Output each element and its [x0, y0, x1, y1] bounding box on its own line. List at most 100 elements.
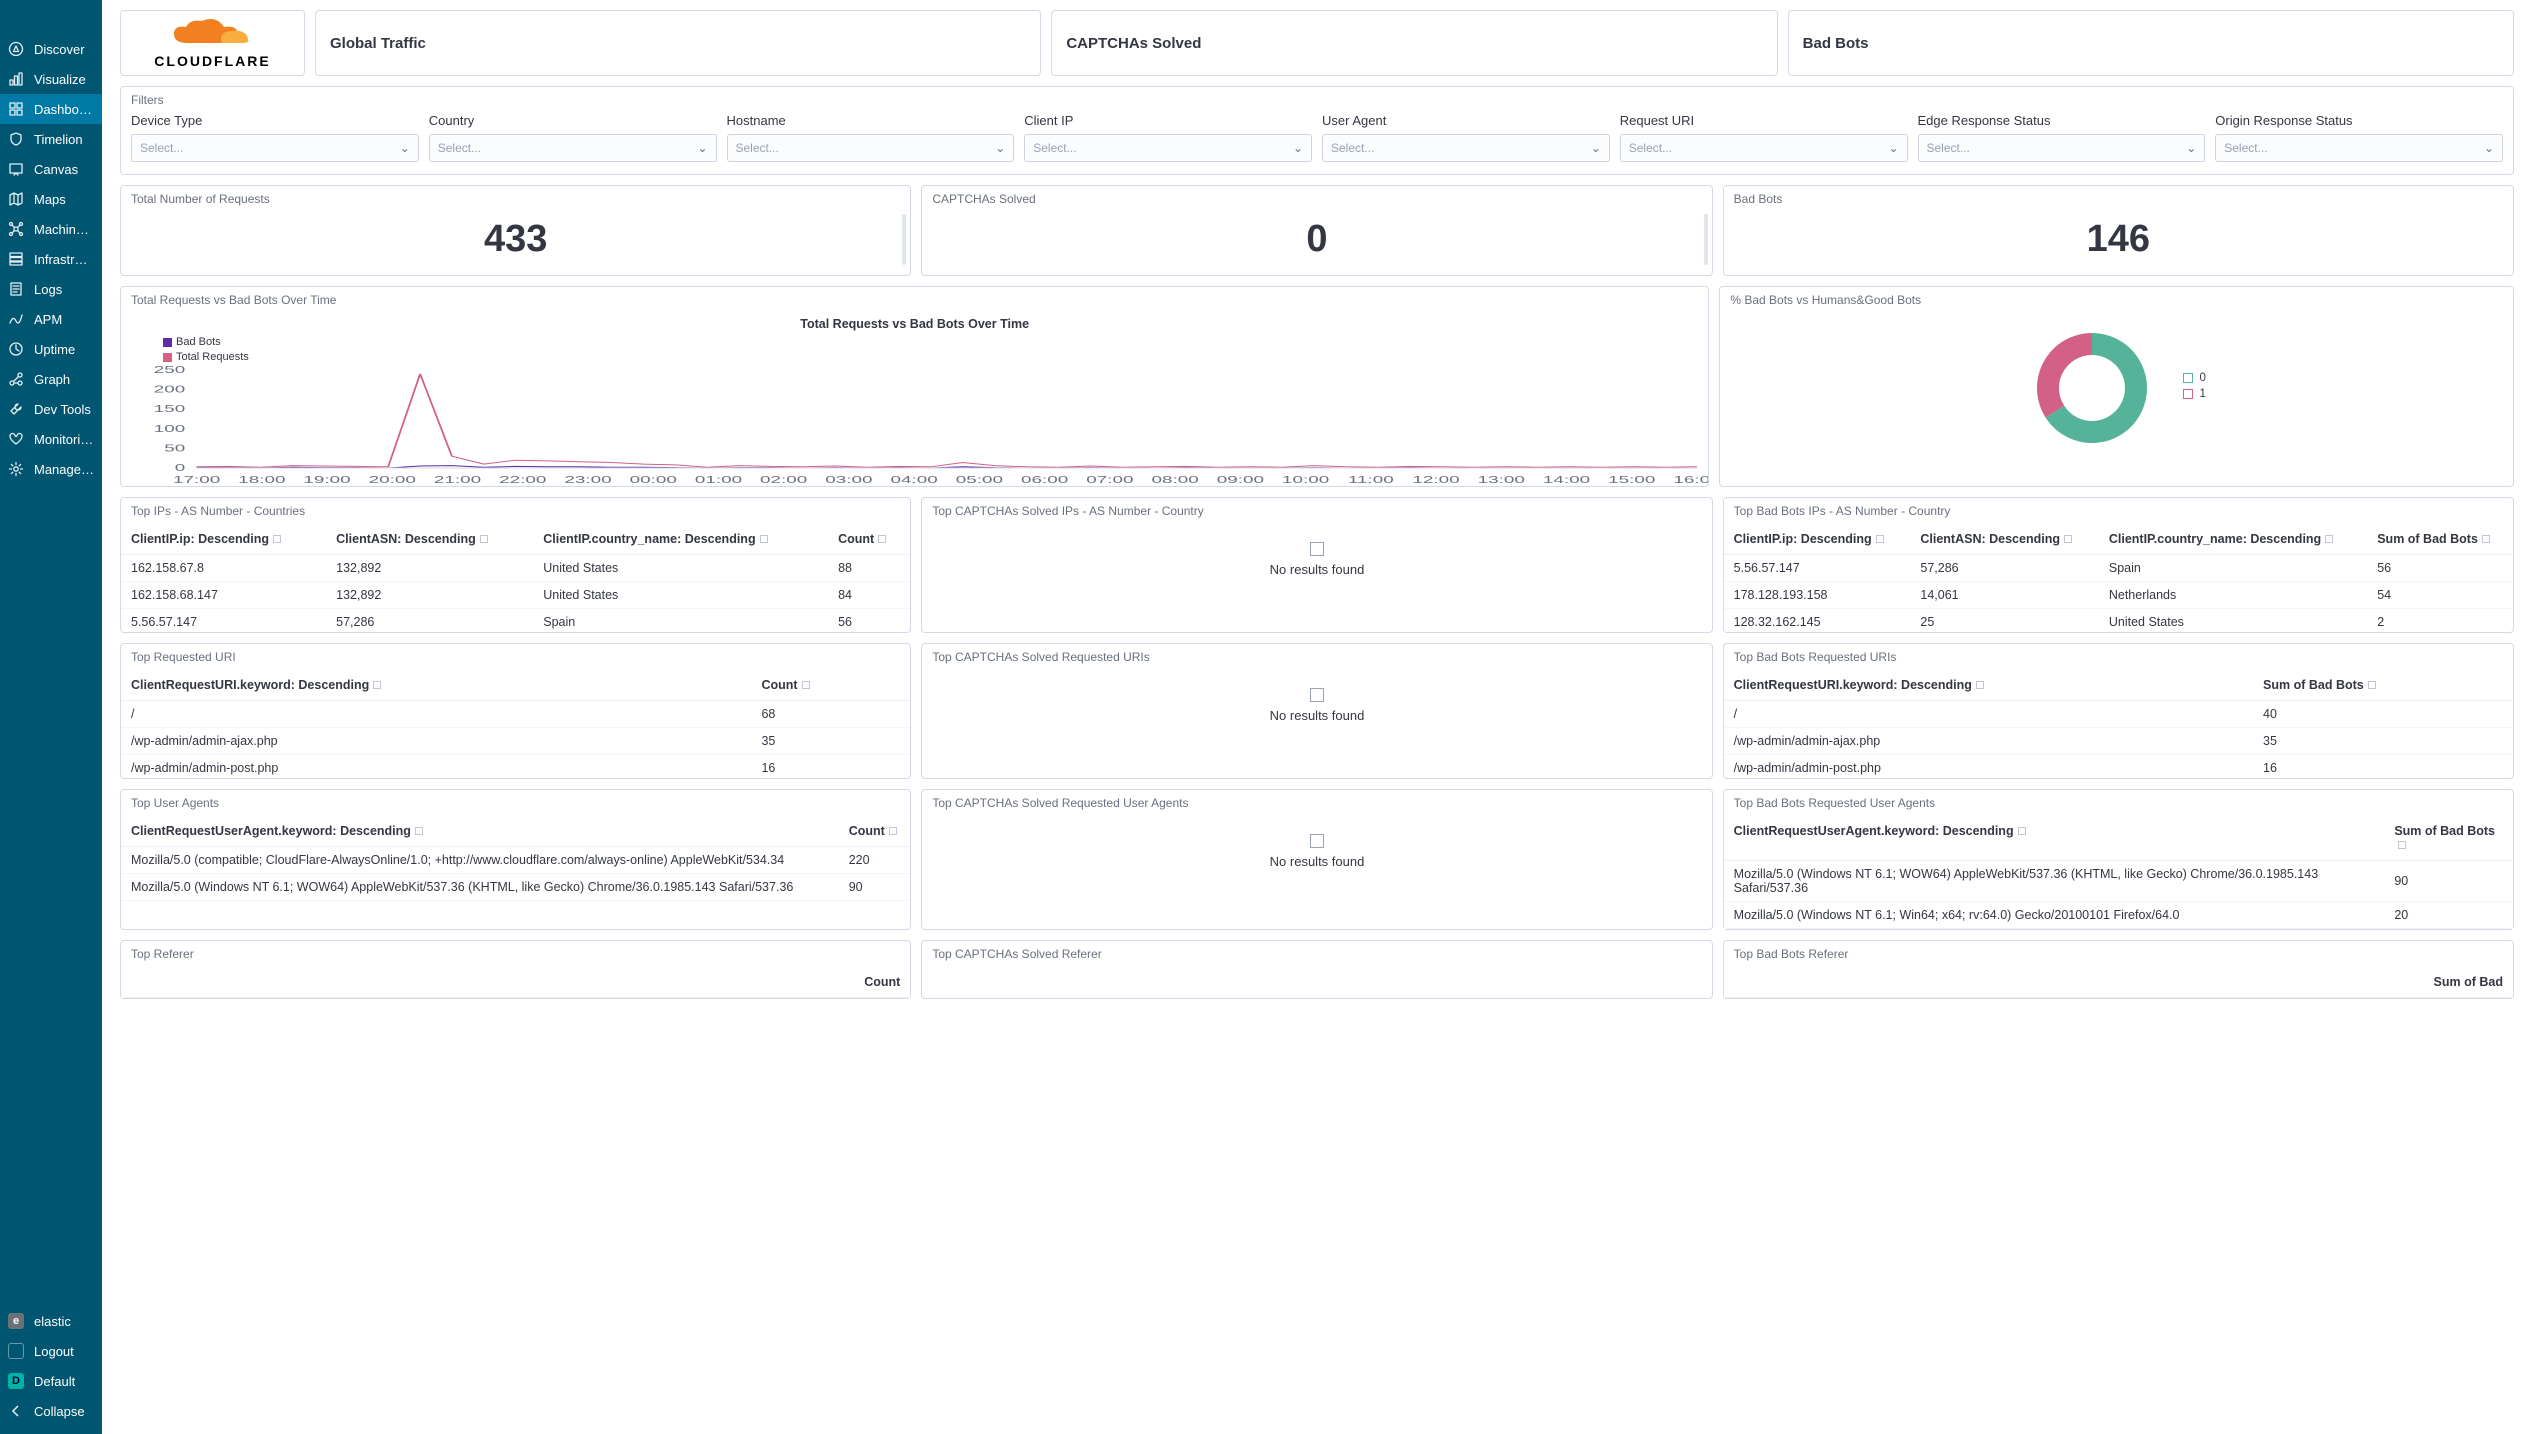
- table-row[interactable]: 5.56.57.14757,286Spain56: [121, 608, 910, 632]
- filter-select[interactable]: Select... ⌄: [429, 134, 717, 162]
- table-cell: 88: [828, 554, 910, 581]
- table-cell: 5.56.57.147: [121, 608, 326, 632]
- svg-text:150: 150: [154, 403, 186, 414]
- table-row[interactable]: /wp-admin/admin-post.php16: [1724, 754, 2513, 778]
- table-row[interactable]: Mozilla/5.0 (Windows NT 6.1; WOW64) Appl…: [121, 873, 910, 900]
- filter-select[interactable]: Select... ⌄: [131, 134, 419, 162]
- table-row[interactable]: Mozilla/5.0 (Windows NT 6.1; Win64; x64;…: [1724, 901, 2513, 928]
- column-header[interactable]: Count: [751, 670, 910, 701]
- column-header[interactable]: Count: [328, 967, 910, 998]
- no-results-icon: [1310, 542, 1324, 556]
- top-badbot-ua-panel: Top Bad Bots Requested User Agents Clien…: [1723, 789, 2514, 930]
- column-header[interactable]: ClientIP.country_name: Descending: [533, 524, 828, 555]
- sidebar-item-dev-tools[interactable]: Dev Tools: [0, 394, 102, 424]
- sidebar-item-timelion[interactable]: Timelion: [0, 124, 102, 154]
- table-row[interactable]: 162.158.67.8132,892United States88: [121, 554, 910, 581]
- top-referer-panel: Top Referer Count: [120, 940, 911, 999]
- sidebar-item-discover[interactable]: Discover: [0, 34, 102, 64]
- chevron-down-icon: ⌄: [1293, 141, 1303, 155]
- table-row[interactable]: /wp-admin/admin-post.php16: [121, 754, 910, 778]
- top-card-global-traffic[interactable]: Global Traffic: [315, 10, 1041, 76]
- sidebar-item-management[interactable]: Management: [0, 454, 102, 484]
- sidebar-bottom-collapse[interactable]: Collapse: [0, 1396, 102, 1426]
- sidebar-item-machine-le-[interactable]: Machine Le…: [0, 214, 102, 244]
- column-header[interactable]: ClientIP.ip: Descending: [1724, 524, 1911, 555]
- table-row[interactable]: /40: [1724, 700, 2513, 727]
- table-cell: United States: [533, 554, 828, 581]
- column-header[interactable]: Count: [828, 524, 910, 555]
- table-cell: 132,892: [326, 581, 533, 608]
- sidebar-item-maps[interactable]: Maps: [0, 184, 102, 214]
- column-header[interactable]: ClientRequestURI.keyword: Descending: [1724, 670, 2253, 701]
- sidebar-item-dashboard[interactable]: Dashboard: [0, 94, 102, 124]
- top-card-bad-bots[interactable]: Bad Bots: [1788, 10, 2514, 76]
- filter-select[interactable]: Select... ⌄: [1024, 134, 1312, 162]
- filter-select[interactable]: Select... ⌄: [1620, 134, 1908, 162]
- filter-select[interactable]: Select... ⌄: [1918, 134, 2206, 162]
- column-header[interactable]: ClientASN: Descending: [326, 524, 533, 555]
- svg-text:15:00: 15:00: [1608, 474, 1655, 485]
- svg-text:50: 50: [164, 443, 185, 454]
- svg-text:100: 100: [154, 423, 186, 434]
- column-header[interactable]: ClientRequestUserAgent.keyword: Descendi…: [1724, 816, 2385, 861]
- table-row[interactable]: /68: [121, 700, 910, 727]
- filters-panel: Filters Device Type Select... ⌄ Country …: [120, 86, 2514, 175]
- filter-select[interactable]: Select... ⌄: [2215, 134, 2503, 162]
- collapse-icon: [8, 1403, 24, 1419]
- column-header[interactable]: Sum of Bad: [1868, 967, 2513, 998]
- legend-swatch: [163, 353, 172, 362]
- table-row[interactable]: /wp-admin/admin-ajax.php35: [121, 727, 910, 754]
- legend-label: 0: [2199, 372, 2205, 384]
- sidebar-item-apm[interactable]: APM: [0, 304, 102, 334]
- top-card-captchas[interactable]: CAPTCHAs Solved: [1051, 10, 1777, 76]
- svg-text:20:00: 20:00: [369, 474, 416, 485]
- column-header[interactable]: ClientASN: Descending: [1910, 524, 2098, 555]
- sidebar-item-uptime[interactable]: Uptime: [0, 334, 102, 364]
- sidebar-bottom-default[interactable]: DDefault: [0, 1366, 102, 1396]
- select-placeholder: Select...: [1331, 141, 1374, 155]
- sidebar-item-label: Uptime: [34, 342, 75, 357]
- table-row[interactable]: Mozilla/5.0 (compatible; CloudFlare-Alwa…: [121, 846, 910, 873]
- filter-select[interactable]: Select... ⌄: [1322, 134, 1610, 162]
- svg-text:08:00: 08:00: [1151, 474, 1198, 485]
- sidebar-item-visualize[interactable]: Visualize: [0, 64, 102, 94]
- sidebar-item-label: Dashboard: [34, 102, 94, 117]
- cloudflare-logo-icon: [168, 17, 258, 51]
- legend-label: Total Requests: [176, 351, 249, 363]
- column-header[interactable]: Count: [839, 816, 911, 847]
- sidebar-item-canvas[interactable]: Canvas: [0, 154, 102, 184]
- column-header[interactable]: ClientRequestUserAgent.keyword: Descendi…: [121, 816, 839, 847]
- table-row[interactable]: 5.56.57.14757,286Spain56: [1724, 554, 2513, 581]
- table-row[interactable]: /wp-admin/admin-ajax.php35: [1724, 727, 2513, 754]
- table-row[interactable]: Mozilla/5.0 (Windows NT 6.1; WOW64) Appl…: [1724, 860, 2513, 901]
- sidebar-item-infrastructure[interactable]: Infrastructure: [0, 244, 102, 274]
- filter-select[interactable]: Select... ⌄: [727, 134, 1015, 162]
- legend-label: 1: [2199, 388, 2205, 400]
- column-header[interactable]: Sum of Bad Bots: [2367, 524, 2513, 555]
- column-header[interactable]: Sum of Bad Bots: [2253, 670, 2513, 701]
- column-header[interactable]: ClientIP.ip: Descending: [121, 524, 326, 555]
- column-header[interactable]: ClientIP.country_name: Descending: [2099, 524, 2367, 555]
- sidebar-item-graph[interactable]: Graph: [0, 364, 102, 394]
- table-row[interactable]: 178.128.193.15814,061Netherlands54: [1724, 581, 2513, 608]
- filter-label: User Agent: [1322, 113, 1610, 128]
- sidebar-item-logs[interactable]: Logs: [0, 274, 102, 304]
- sidebar-bottom-logout[interactable]: Logout: [0, 1336, 102, 1366]
- sidebar-item-monitoring[interactable]: Monitoring: [0, 424, 102, 454]
- filter-client-ip: Client IP Select... ⌄: [1024, 113, 1312, 162]
- table-row[interactable]: 162.158.68.147132,892United States84: [121, 581, 910, 608]
- donut-chart[interactable]: [2027, 323, 2157, 453]
- top-captcha-ua-panel: Top CAPTCHAs Solved Requested User Agent…: [921, 789, 1712, 930]
- table-cell: 35: [2253, 727, 2513, 754]
- column-header[interactable]: Sum of Bad Bots: [2384, 816, 2513, 861]
- svg-text:18:00: 18:00: [238, 474, 285, 485]
- table-row[interactable]: 128.32.162.14525United States2: [1724, 608, 2513, 632]
- table-cell: 178.128.193.158: [1724, 581, 1911, 608]
- table-cell: /wp-admin/admin-post.php: [121, 754, 751, 778]
- panel-title: Total Number of Requests: [121, 186, 910, 212]
- svg-text:16:00: 16:00: [1673, 474, 1708, 485]
- sidebar-bottom-elastic[interactable]: eelastic: [0, 1306, 102, 1336]
- top-captcha-uri-panel: Top CAPTCHAs Solved Requested URIs No re…: [921, 643, 1712, 779]
- line-chart[interactable]: 05010015020025017:0018:0019:0020:0021:00…: [121, 366, 1708, 486]
- column-header[interactable]: ClientRequestURI.keyword: Descending: [121, 670, 751, 701]
